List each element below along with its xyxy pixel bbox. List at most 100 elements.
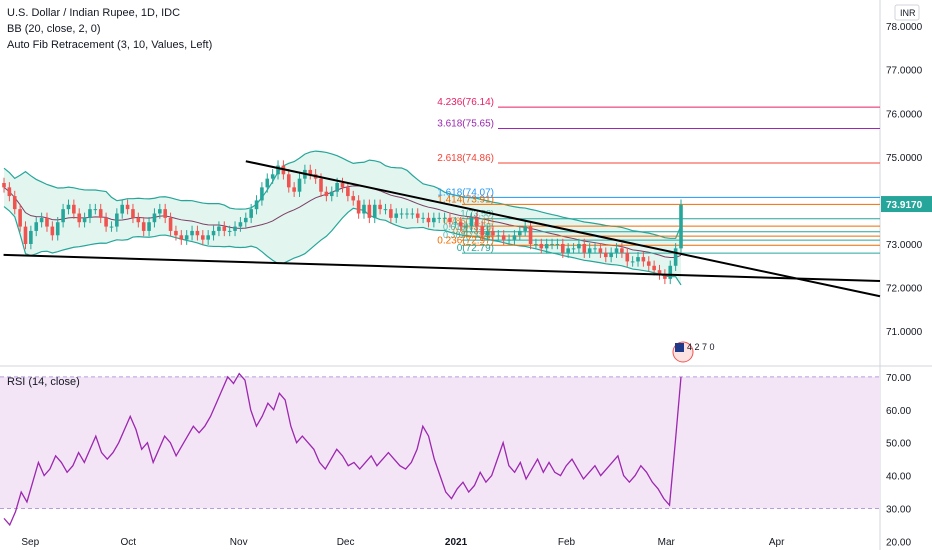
candle-body [598,248,603,253]
candle-body [217,226,221,231]
trendline-lower[interactable] [3,253,881,283]
fib-label: 0.236(72.97) [437,235,494,246]
fib-label: 1.618(74.07) [437,187,494,198]
candle-body [125,204,130,210]
candle-body [227,230,232,232]
candle-body [152,213,157,223]
candle-body [625,252,630,262]
candle-body [383,209,388,211]
candle-body [636,257,640,262]
currency-label: INR [900,8,916,18]
x-tick-label: Mar [658,537,676,548]
candle-body [485,230,490,236]
candle-body [34,222,39,231]
candle-body [346,187,350,197]
x-tick-label: 2021 [445,537,468,548]
candle-body [260,187,264,201]
earnings-events-icon[interactable]: 4 2 7 0 [672,341,715,363]
x-tick-label: Nov [230,537,248,548]
fib-label: 0.382(73.09) [443,230,494,240]
candle-body [372,204,377,218]
candle-body [448,217,452,223]
candle-body [480,226,484,236]
candle-body [120,204,125,214]
price-tick-label: 77.0000 [886,66,923,77]
candle-body [351,196,356,201]
candle-body [528,226,533,244]
fib-label: 2.618(74.86) [437,153,494,164]
flag-canton-icon [675,343,684,352]
candle-body [158,209,162,214]
candle-body [458,222,463,227]
candle-body [399,213,404,215]
candle-body [475,217,479,227]
candle-body [356,200,361,214]
candle-body [378,204,382,210]
rsi-line [3,372,682,527]
x-tick-label: Apr [769,537,785,548]
candle-body [66,204,71,210]
candle-body [668,265,673,279]
candle-body [233,226,237,231]
rsi-tick-label: 20.00 [886,537,911,548]
candle-body [50,226,55,236]
x-tick-label: Feb [558,537,576,548]
events-count-label: 4 2 7 0 [687,342,715,352]
candle-body [61,209,65,223]
candle-body [104,217,108,227]
candle-body [23,226,28,244]
candle-body [663,274,667,279]
currency-badge[interactable] [894,4,920,21]
candle-body [582,244,587,253]
candle-body [566,248,570,253]
fib-label: 0.5(73.18) [453,226,494,236]
candle-body [45,217,49,227]
x-tick-label: Dec [337,537,355,548]
fib-label: 0(72.79) [457,243,494,254]
candle-body [518,230,522,236]
candle-body [55,222,60,236]
price-tick-label: 72.0000 [886,284,923,295]
candle-body [389,209,393,218]
candle-body [437,217,442,219]
candle-body [415,213,420,218]
candle-body [507,239,511,241]
candle-body [442,217,447,219]
candle-body [147,222,151,231]
candle-body [555,244,560,245]
candle-body [679,204,683,249]
candle-body [329,191,334,197]
candle-body [512,235,517,240]
candle-body [276,165,280,175]
candle-body [211,230,216,236]
candle-body [496,235,501,237]
price-tick-label: 78.0000 [886,22,923,33]
candle-body [254,200,259,210]
candle-body [88,209,92,218]
rsi-tick-label: 40.00 [886,472,911,483]
candle-body [362,204,366,214]
candle-body [367,204,372,218]
candle-body [421,217,425,219]
candle-body [222,226,227,231]
fib-label: 1.414(73.91) [437,194,494,205]
candle-body [501,235,506,240]
fib-legend: Auto Fib Retracement (3, 10, Values, Lef… [7,39,213,51]
price-tick-label: 71.0000 [886,327,923,338]
rsi-tick-label: 70.00 [886,373,911,384]
price-tick-label: 76.0000 [886,109,923,120]
last-price-badge [881,196,932,213]
candle-body [93,209,98,211]
candle-body [544,244,549,249]
fib-label: 3.618(75.65) [437,119,494,130]
candle-body [39,217,44,223]
rsi-title: RSI (14, close) [7,376,80,388]
x-tick-label: Oct [120,537,136,548]
candle-body [243,217,248,223]
candle-body [77,213,82,223]
candle-body [18,209,22,227]
trendline-upper[interactable] [245,160,881,298]
symbol-title: U.S. Dollar / Indian Rupee, 1D, IDC [7,7,181,19]
candle-body [98,209,103,218]
